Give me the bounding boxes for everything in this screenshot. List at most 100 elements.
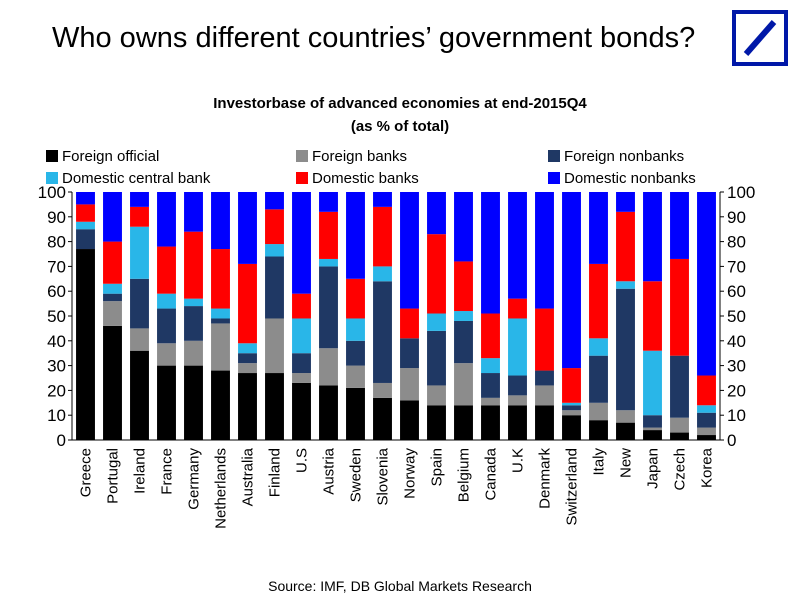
bar-segment xyxy=(103,283,122,294)
bar-segment xyxy=(265,256,284,319)
y-tick-label-right: 80 xyxy=(727,233,746,252)
x-tick-label: Japan xyxy=(645,448,662,489)
x-tick-label: Italy xyxy=(591,448,608,476)
x-tick-label: Austria xyxy=(321,447,338,494)
x-tick-label: France xyxy=(159,448,176,495)
legend-swatch xyxy=(46,150,58,162)
bar-segment xyxy=(535,308,554,371)
bar-segment xyxy=(184,192,203,232)
bar-segment xyxy=(103,241,122,284)
bar-segment xyxy=(373,192,392,207)
bar-segment xyxy=(508,395,527,406)
x-tick-label: Slovenia xyxy=(375,447,392,505)
legend-label: Foreign nonbanks xyxy=(564,148,685,165)
bar-segment xyxy=(643,350,662,416)
bar-segment xyxy=(508,375,527,396)
bar-segment xyxy=(643,427,662,431)
y-tick-label-left: 100 xyxy=(38,183,66,202)
bar-segment xyxy=(454,405,473,440)
bar-segment xyxy=(400,338,419,369)
bar-segment xyxy=(346,387,365,440)
legend-swatch xyxy=(548,150,560,162)
bar-segment xyxy=(130,350,149,440)
bar-segment xyxy=(238,263,257,344)
bar-segment xyxy=(76,204,95,222)
bar-segment xyxy=(454,192,473,262)
y-tick-label-left: 40 xyxy=(47,332,66,351)
bar-segment xyxy=(157,246,176,294)
bar-segment xyxy=(319,211,338,259)
bar-segment xyxy=(346,192,365,279)
x-tick-label: Norway xyxy=(402,448,419,499)
bar-segment xyxy=(616,211,635,282)
bar-segment xyxy=(319,192,338,212)
y-tick-label-left: 80 xyxy=(47,233,66,252)
deutsche-bank-logo xyxy=(732,10,788,66)
bar-segment xyxy=(481,405,500,440)
bar-segment xyxy=(454,363,473,406)
bar-segment xyxy=(292,382,311,440)
bar-segment xyxy=(697,435,716,440)
bar-segment xyxy=(454,261,473,312)
legend-item-domestic-banks: Domestic banks xyxy=(296,170,419,188)
y-tick-label-right: 30 xyxy=(727,357,746,376)
bar-segment xyxy=(373,206,392,267)
y-tick-label-left: 50 xyxy=(47,307,66,326)
bar-segment xyxy=(589,420,608,440)
chart-title: Investorbase of advanced economies at en… xyxy=(213,95,587,112)
bar-segment xyxy=(157,293,176,309)
bar-segment xyxy=(238,353,257,364)
legend-label: Domestic banks xyxy=(312,170,419,187)
bar-segment xyxy=(616,410,635,423)
bar-segment xyxy=(211,318,230,324)
y-tick-label-right: 90 xyxy=(727,208,746,227)
bar-segment xyxy=(130,328,149,351)
bar-segment xyxy=(292,192,311,294)
bar-segment xyxy=(292,373,311,383)
bar-segment xyxy=(427,313,446,331)
x-tick-label: Finland xyxy=(267,448,284,497)
bar-segment xyxy=(103,325,122,440)
bar-segment xyxy=(535,405,554,440)
bar-segment xyxy=(265,244,284,257)
bar-segment xyxy=(211,249,230,309)
bar-segment xyxy=(400,192,419,309)
bar-segment xyxy=(670,192,689,259)
bar-segment xyxy=(508,192,527,299)
x-tick-label: Canada xyxy=(483,447,500,500)
bar-segment xyxy=(130,278,149,329)
x-tick-label: Netherlands xyxy=(213,448,230,529)
bar-segment xyxy=(211,192,230,250)
y-tick-label-right: 40 xyxy=(727,332,746,351)
bar-segment xyxy=(616,281,635,289)
bar-segment xyxy=(346,365,365,388)
bar-segment xyxy=(697,427,716,436)
bar-segment xyxy=(130,192,149,207)
bar-segment xyxy=(670,417,689,433)
bar-segment xyxy=(481,358,500,374)
x-tick-label: Switzerland xyxy=(564,448,581,526)
bar-segment xyxy=(427,385,446,406)
bar-segment xyxy=(265,318,284,374)
legend-label: Foreign official xyxy=(62,148,160,165)
bar-segment xyxy=(292,293,311,319)
legend-item-foreign-official: Foreign official xyxy=(46,148,159,166)
bar-segment xyxy=(508,405,527,440)
bar-segment xyxy=(454,320,473,364)
bar-segment xyxy=(697,412,716,428)
legend-swatch xyxy=(296,172,308,184)
headline: Who owns different countries’ government… xyxy=(52,22,696,54)
bar-segment xyxy=(481,192,500,314)
x-tick-label: Czech xyxy=(672,448,689,491)
bar-segment xyxy=(346,318,365,341)
bar-segment xyxy=(643,192,662,282)
legend-label: Domestic nonbanks xyxy=(564,170,696,187)
y-tick-label-left: 30 xyxy=(47,357,66,376)
y-tick-label-right: 20 xyxy=(727,381,746,400)
bar-segment xyxy=(535,370,554,386)
x-tick-label: Germany xyxy=(186,448,203,510)
bar-segment xyxy=(76,192,95,205)
legend-item-domestic-nonbanks: Domestic nonbanks xyxy=(548,170,696,188)
bar-segment xyxy=(76,229,95,250)
bar-segment xyxy=(670,355,689,418)
